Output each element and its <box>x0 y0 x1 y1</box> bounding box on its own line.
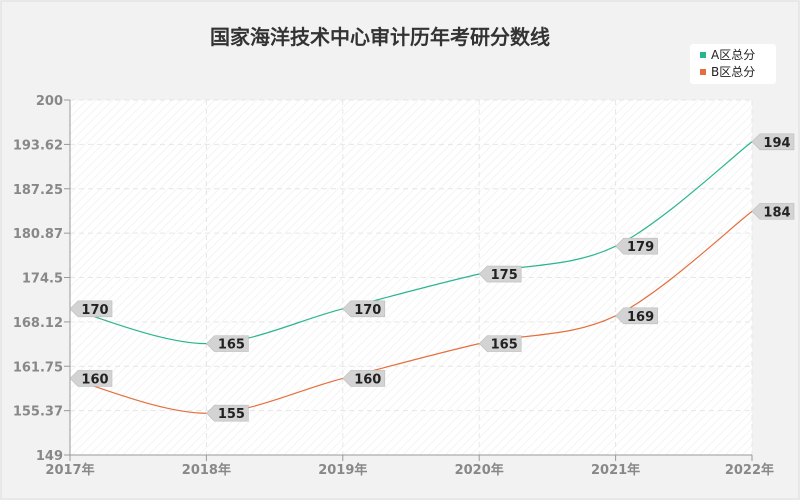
data-label: 155 <box>205 404 249 422</box>
data-label-background <box>342 370 386 387</box>
data-label-text: 160 <box>354 372 381 387</box>
data-label: 160 <box>342 370 386 387</box>
x-tick-label: 2021年 <box>591 462 640 478</box>
x-tick-label: 2018年 <box>182 462 231 478</box>
data-label-background <box>69 300 113 318</box>
axes: 149 155.37 161.75 168.12 174.5 180.87 187.25 19… <box>13 94 774 478</box>
data-label-background <box>478 335 522 352</box>
series-line-a <box>69 141 753 345</box>
data-label: 165 <box>478 335 522 353</box>
legend-swatch-a <box>700 52 706 58</box>
data-label-text: 170 <box>354 303 381 318</box>
data-label-text: 179 <box>627 240 654 255</box>
data-label-background <box>69 370 113 387</box>
data-label-background <box>205 404 249 422</box>
data-label-background <box>751 203 795 220</box>
y-tick-label: 168.12 <box>13 316 63 331</box>
data-label-text: 175 <box>491 268 518 283</box>
x-tick-label: 2017年 <box>45 462 94 478</box>
data-label: 170 <box>342 300 386 318</box>
data-label-text: 165 <box>218 338 245 353</box>
legend-label-b: B区总分 <box>711 65 755 79</box>
y-tick-label: 161.75 <box>13 360 63 375</box>
chart-title: 国家海洋技术中心审计历年考研分数线 <box>210 25 550 49</box>
data-label-text: 155 <box>218 407 245 422</box>
data-label-background <box>342 300 386 318</box>
data-label: 194 <box>751 133 795 151</box>
legend-box <box>690 44 776 84</box>
series-lines <box>69 141 753 414</box>
legend-swatch-b <box>700 69 706 75</box>
legend-label-a: A区总分 <box>711 48 755 62</box>
y-tick-label: 155.37 <box>13 405 63 420</box>
data-label-text: 170 <box>81 303 108 318</box>
data-label-text: 165 <box>491 338 518 353</box>
data-label: 184 <box>751 203 795 220</box>
y-tick-label: 180.87 <box>13 227 63 242</box>
data-label: 165 <box>205 335 249 353</box>
series-line-b <box>69 210 753 414</box>
data-label: 170 <box>69 300 113 318</box>
data-label: 175 <box>478 265 522 283</box>
data-label-text: 160 <box>81 372 108 387</box>
legend: A区总分 B区总分 <box>690 44 776 84</box>
data-label-text: 184 <box>763 205 790 220</box>
y-tick-label: 174.5 <box>22 272 63 287</box>
data-labels: 170 165 170 175 179 194 160 155 160 165 169 184 <box>69 133 795 422</box>
y-tick-label: 200 <box>36 94 63 109</box>
data-label-text: 194 <box>763 136 790 151</box>
data-label: 169 <box>615 307 658 325</box>
data-label: 179 <box>615 237 658 255</box>
data-label-background <box>751 133 795 151</box>
data-label: 160 <box>69 370 113 387</box>
data-label-background <box>478 265 522 283</box>
data-label-background <box>615 307 658 325</box>
y-tick-label: 149 <box>36 449 63 464</box>
data-label-background <box>615 237 658 255</box>
x-tick-label: 2020年 <box>455 462 504 478</box>
data-label-background <box>205 335 249 352</box>
data-label-text: 169 <box>627 310 654 325</box>
x-tick-label: 2019年 <box>318 462 367 478</box>
y-tick-label: 187.25 <box>13 183 63 198</box>
x-tick-label: 2022年 <box>725 462 774 478</box>
y-tick-label: 193.62 <box>13 138 63 153</box>
